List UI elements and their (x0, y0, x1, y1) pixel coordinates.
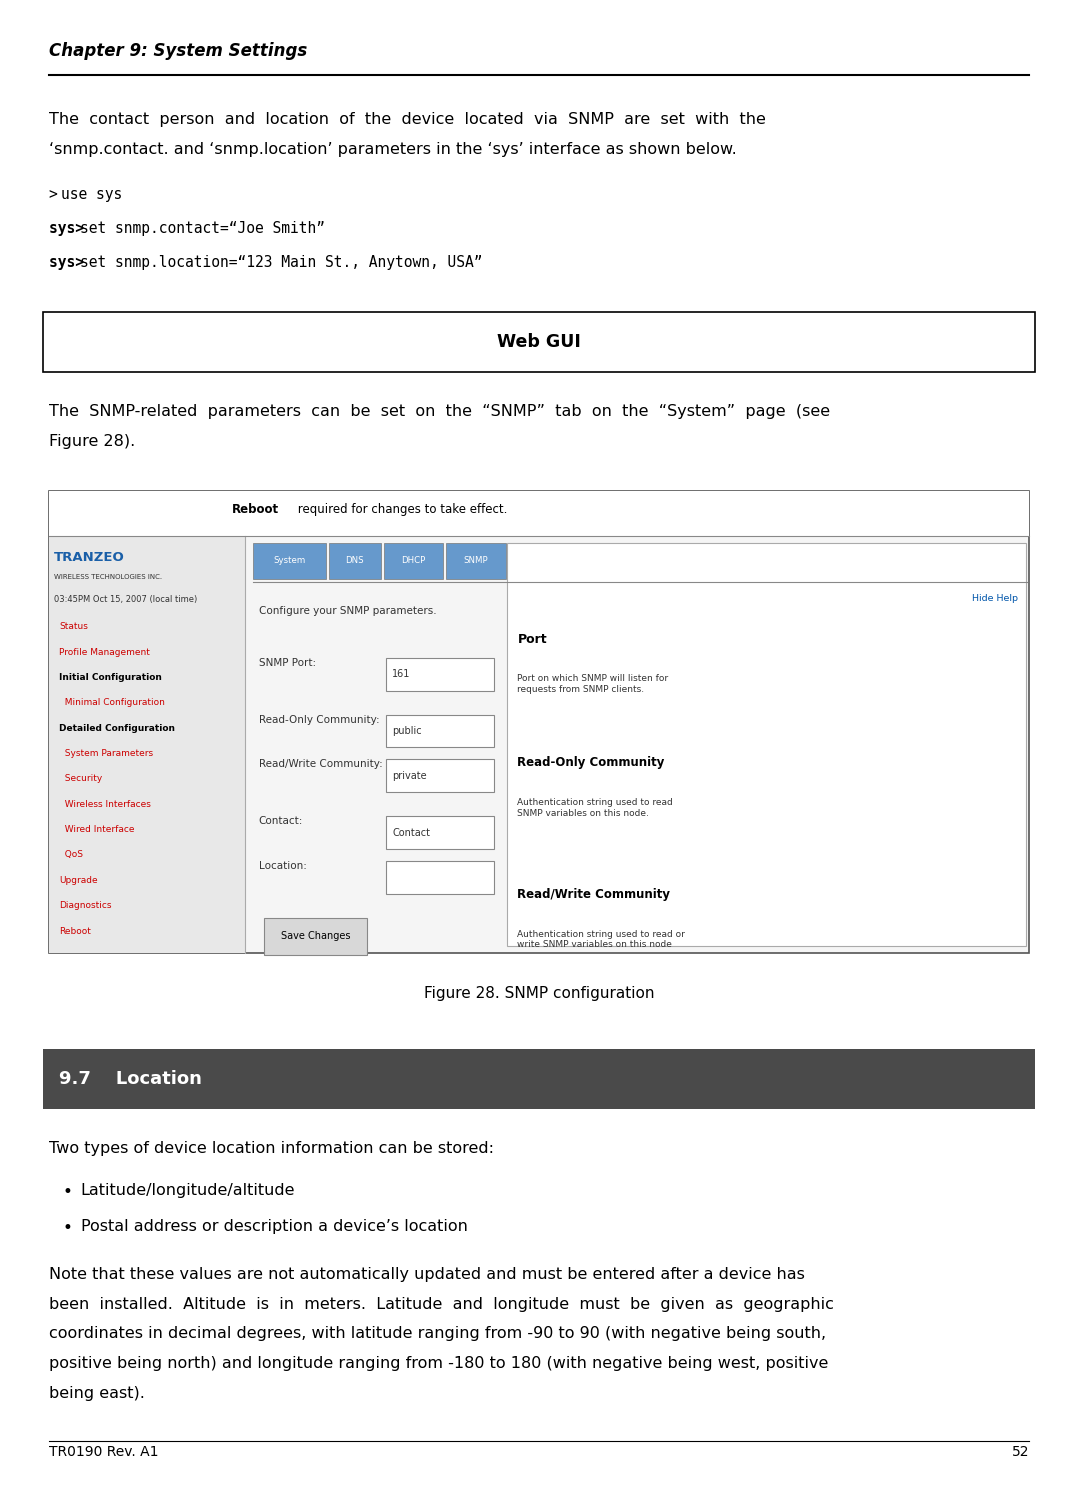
Text: Port: Port (517, 633, 547, 646)
Text: Authentication string used to read
SNMP variables on this node.: Authentication string used to read SNMP … (517, 798, 673, 818)
Text: QoS: QoS (59, 850, 83, 859)
Text: Diagnostics: Diagnostics (59, 901, 112, 910)
Text: Upgrade: Upgrade (59, 876, 98, 885)
Text: Authentication string used to read or
write SNMP variables on this node: Authentication string used to read or wr… (517, 930, 686, 949)
Text: being east).: being east). (49, 1386, 144, 1401)
Text: Location: Location (527, 557, 564, 565)
Text: Security: Security (59, 774, 102, 783)
Text: Location:: Location: (259, 861, 306, 871)
Bar (49, 491, 1029, 953)
Text: 03:45PM Oct 15, 2007 (local time): 03:45PM Oct 15, 2007 (local time) (54, 595, 197, 604)
Text: System: System (274, 557, 305, 565)
Text: Chapter 9: System Settings: Chapter 9: System Settings (49, 42, 307, 60)
Text: Note that these values are not automatically updated and must be entered after a: Note that these values are not automatic… (49, 1267, 804, 1282)
Text: Status: Status (59, 622, 88, 631)
Text: >: > (49, 186, 66, 201)
Text: Read/Write Community: Read/Write Community (517, 888, 671, 901)
Text: The  contact  person  and  location  of  the  device  located  via  SNMP  are  s: The contact person and location of the d… (49, 112, 765, 127)
Text: public: public (392, 727, 421, 736)
Bar (386, 759, 494, 792)
Text: SNMP: SNMP (464, 557, 488, 565)
Text: ‘snmp.contact. and ‘snmp.location’ parameters in the ‘sys’ interface as shown be: ‘snmp.contact. and ‘snmp.location’ param… (49, 142, 736, 157)
Text: Two types of device location information can be stored:: Two types of device location information… (49, 1141, 494, 1156)
Text: Hide Help: Hide Help (971, 594, 1018, 603)
Text: Port on which SNMP will listen for
requests from SNMP clients.: Port on which SNMP will listen for reque… (517, 674, 668, 694)
Text: Time: Time (657, 557, 678, 565)
Text: Console: Console (717, 557, 751, 565)
Text: sys>: sys> (49, 221, 93, 236)
Bar (253, 543, 326, 579)
Text: •: • (63, 1183, 72, 1201)
Text: TRANZEO: TRANZEO (54, 551, 125, 564)
Text: use sys: use sys (61, 186, 122, 201)
Text: System Parameters: System Parameters (59, 749, 153, 758)
Text: Minimal Configuration: Minimal Configuration (59, 698, 165, 707)
Text: Contact:: Contact: (259, 816, 303, 827)
Text: AAA: AAA (603, 557, 620, 565)
Text: 52: 52 (1012, 1446, 1029, 1459)
Text: Latitude/longitude/altitude: Latitude/longitude/altitude (81, 1183, 295, 1198)
Bar (329, 543, 381, 579)
Text: DNS: DNS (345, 557, 364, 565)
Text: TR0190 Rev. A1: TR0190 Rev. A1 (49, 1446, 158, 1459)
Bar (49, 536, 245, 953)
Text: required for changes to take effect.: required for changes to take effect. (294, 503, 508, 516)
Bar (386, 816, 494, 849)
Bar (49, 491, 1029, 536)
Text: private: private (392, 771, 427, 780)
Text: Wireless Interfaces: Wireless Interfaces (59, 800, 151, 809)
Text: set snmp.location=“123 Main St., Anytown, USA”: set snmp.location=“123 Main St., Anytown… (80, 255, 482, 270)
Text: Wired Interface: Wired Interface (59, 825, 135, 834)
Text: WIRELESS TECHNOLOGIES INC.: WIRELESS TECHNOLOGIES INC. (54, 574, 162, 580)
Bar (697, 543, 771, 579)
Bar (384, 543, 443, 579)
Text: been  installed.  Altitude  is  in  meters.  Latitude  and  longitude  must  be : been installed. Altitude is in meters. L… (49, 1297, 833, 1311)
Text: DHCP: DHCP (401, 557, 426, 565)
Bar (386, 861, 494, 894)
Text: sys>: sys> (49, 255, 93, 270)
Text: Detailed Configuration: Detailed Configuration (59, 724, 176, 733)
Bar (264, 918, 367, 955)
Text: Reboot: Reboot (59, 927, 92, 935)
Text: positive being north) and longitude ranging from -180 to 180 (with negative bein: positive being north) and longitude rang… (49, 1356, 828, 1371)
Bar (386, 715, 494, 747)
Bar (640, 543, 694, 579)
Bar (446, 543, 506, 579)
Text: 9.7    Location: 9.7 Location (59, 1070, 203, 1088)
Text: Figure 28).: Figure 28). (49, 434, 135, 449)
Bar (585, 543, 637, 579)
Bar (386, 658, 494, 691)
Bar (43, 1049, 1035, 1109)
Text: Read-Only Community: Read-Only Community (517, 756, 665, 770)
Text: set snmp.contact=“Joe Smith”: set snmp.contact=“Joe Smith” (80, 221, 324, 236)
Text: The  SNMP-related  parameters  can  be  set  on  the  “SNMP”  tab  on  the  “Sys: The SNMP-related parameters can be set o… (49, 404, 830, 419)
Text: Contact: Contact (392, 828, 430, 837)
Text: SNMP Port:: SNMP Port: (259, 658, 316, 668)
Text: 161: 161 (392, 670, 411, 679)
Text: Profile Management: Profile Management (59, 648, 150, 656)
Text: Read/Write Community:: Read/Write Community: (259, 759, 383, 770)
Bar (507, 543, 1026, 946)
Text: Figure 28. SNMP configuration: Figure 28. SNMP configuration (424, 986, 654, 1001)
Text: Reboot: Reboot (232, 503, 279, 516)
Text: •: • (63, 1219, 72, 1237)
Text: coordinates in decimal degrees, with latitude ranging from -90 to 90 (with negat: coordinates in decimal degrees, with lat… (49, 1326, 826, 1341)
Text: Read-Only Community:: Read-Only Community: (259, 715, 379, 725)
Text: Initial Configuration: Initial Configuration (59, 673, 162, 682)
Text: Web GUI: Web GUI (497, 333, 581, 351)
Bar (509, 543, 582, 579)
Text: Save Changes: Save Changes (280, 931, 350, 941)
Bar (43, 312, 1035, 372)
Text: Postal address or description a device’s location: Postal address or description a device’s… (81, 1219, 468, 1234)
Text: Configure your SNMP parameters.: Configure your SNMP parameters. (259, 606, 437, 616)
